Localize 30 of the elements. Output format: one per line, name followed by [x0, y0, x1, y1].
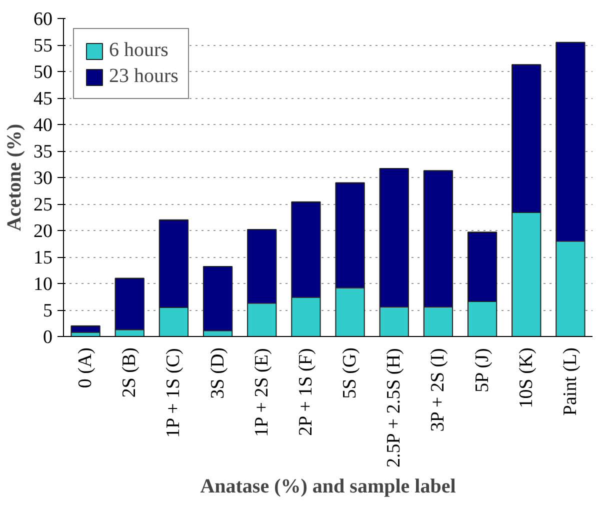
x-tick-label: 10S (K) [516, 347, 537, 408]
x-tick-label: Paint (L) [560, 347, 581, 416]
x-tick-label: 3P + 2S (I) [428, 348, 449, 432]
y-tick-label: 15 [34, 248, 52, 268]
x-tick-label: 2.5P + 2.5S (H) [384, 348, 405, 468]
legend-label: 23 hours [109, 65, 178, 88]
y-tick-label: 0 [43, 327, 52, 348]
y-axis-title: Acetone (%) [4, 124, 26, 232]
x-tick-label: 1P + 1S (C) [163, 348, 184, 438]
y-tick-label: 25 [34, 194, 52, 216]
y-tick-label: 20 [34, 221, 52, 242]
x-tick-label: 1P + 2S (E) [251, 348, 272, 437]
y-tick-label: 55 [34, 36, 52, 56]
x-tick-label: 2S (B) [119, 347, 140, 398]
y-tick-label: 40 [34, 115, 52, 136]
x-tick-label: 5P (J) [472, 348, 493, 392]
x-tick-label: 0 (A) [75, 347, 96, 388]
x-axis-title: Anatase (%) and sample label [200, 475, 456, 498]
x-tick-label: 5S (G) [340, 347, 361, 399]
y-tick-label: 60 [34, 9, 52, 30]
y-tick-label: 50 [34, 62, 52, 83]
y-tick-label: 45 [34, 88, 52, 110]
y-tick-label: 30 [34, 168, 52, 189]
x-tick-label: 2P + 1S (F) [295, 348, 316, 436]
x-tick-label: 3S (D) [207, 347, 228, 399]
legend-label: 6 hours [109, 39, 168, 62]
y-tick-label: 35 [34, 142, 52, 162]
y-tick-label: 10 [34, 274, 52, 295]
bar [70, 325, 100, 333]
y-tick-label: 5 [43, 300, 52, 322]
